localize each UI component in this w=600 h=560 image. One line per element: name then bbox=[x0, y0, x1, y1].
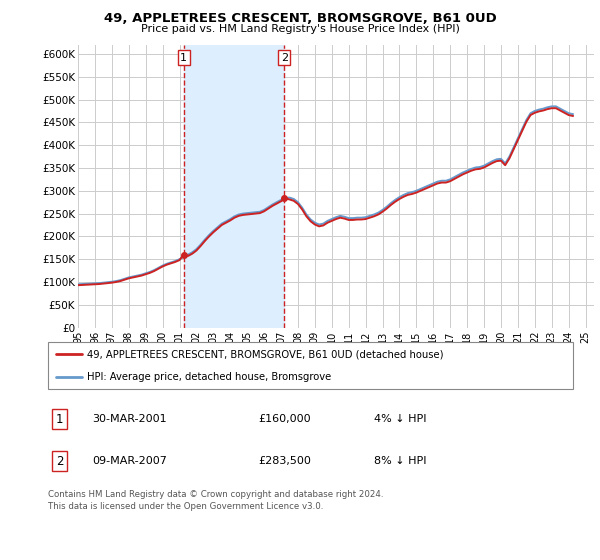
Text: 4% ↓ HPI: 4% ↓ HPI bbox=[373, 414, 426, 424]
Text: 8% ↓ HPI: 8% ↓ HPI bbox=[373, 456, 426, 466]
Text: 2: 2 bbox=[281, 53, 288, 63]
Bar bbox=[184, 45, 284, 328]
Text: £160,000: £160,000 bbox=[258, 414, 311, 424]
Text: Price paid vs. HM Land Registry's House Price Index (HPI): Price paid vs. HM Land Registry's House … bbox=[140, 24, 460, 34]
FancyBboxPatch shape bbox=[48, 342, 573, 389]
Text: 49, APPLETREES CRESCENT, BROMSGROVE, B61 0UD: 49, APPLETREES CRESCENT, BROMSGROVE, B61… bbox=[104, 12, 496, 25]
Text: 49, APPLETREES CRESCENT, BROMSGROVE, B61 0UD (detached house): 49, APPLETREES CRESCENT, BROMSGROVE, B61… bbox=[88, 349, 444, 360]
Text: 1: 1 bbox=[180, 53, 187, 63]
Text: HPI: Average price, detached house, Bromsgrove: HPI: Average price, detached house, Brom… bbox=[88, 372, 332, 382]
Text: 09-MAR-2007: 09-MAR-2007 bbox=[92, 456, 167, 466]
Text: £283,500: £283,500 bbox=[258, 456, 311, 466]
Text: 30-MAR-2001: 30-MAR-2001 bbox=[92, 414, 167, 424]
Text: 2: 2 bbox=[56, 455, 64, 468]
Text: 1: 1 bbox=[56, 413, 64, 426]
Text: Contains HM Land Registry data © Crown copyright and database right 2024.
This d: Contains HM Land Registry data © Crown c… bbox=[48, 490, 383, 511]
